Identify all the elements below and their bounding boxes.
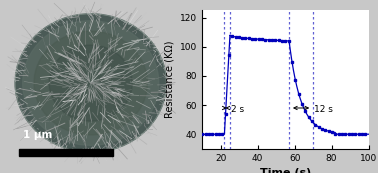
Text: 1 μm: 1 μm (23, 130, 52, 140)
Bar (19, 149, 113, 156)
Circle shape (15, 14, 166, 152)
Text: 12 s: 12 s (314, 105, 333, 114)
Circle shape (34, 31, 147, 135)
X-axis label: Time (s): Time (s) (260, 168, 311, 173)
Text: 2 s: 2 s (231, 105, 244, 114)
Circle shape (49, 45, 132, 121)
Y-axis label: Resistance (KΩ): Resistance (KΩ) (164, 41, 175, 118)
Circle shape (23, 21, 159, 145)
